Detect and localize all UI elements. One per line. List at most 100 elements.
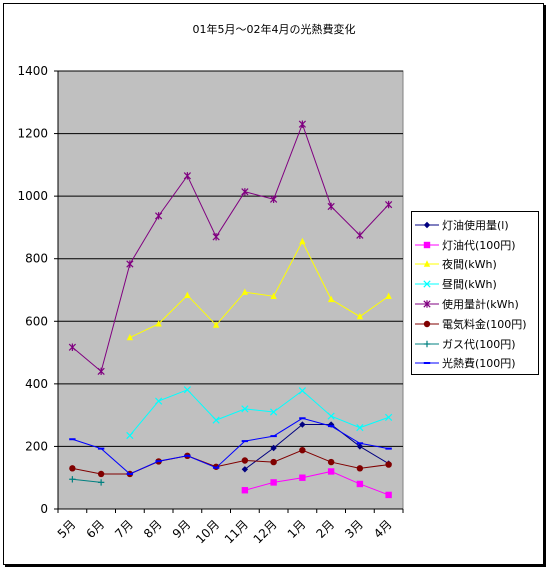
- data-point: [241, 457, 249, 464]
- data-point: [270, 444, 277, 452]
- data-point: [270, 195, 278, 203]
- x-tick-label: 2月: [313, 517, 337, 541]
- legend-item: 灯油使用量(l): [414, 215, 536, 235]
- data-point: [299, 421, 306, 428]
- data-point: [97, 470, 105, 478]
- data-point: [299, 237, 306, 245]
- x-tick-label: 8月: [141, 517, 165, 541]
- data-point: [97, 367, 105, 376]
- legend-key: [415, 221, 439, 229]
- x-tick-label: 12月: [251, 517, 280, 546]
- data-point: [356, 465, 364, 472]
- data-point: [299, 446, 306, 454]
- data-point: [385, 413, 393, 421]
- data-point: [241, 487, 249, 494]
- data-point: [270, 458, 277, 466]
- data-point: [183, 386, 191, 394]
- series-line: [129, 389, 389, 436]
- data-point: [423, 260, 431, 268]
- data-point: [356, 424, 364, 432]
- x-tick-label: 5月: [55, 517, 79, 541]
- series-6: [69, 476, 105, 486]
- data-point: [356, 480, 364, 488]
- legend-label: 灯油代(100円): [442, 238, 516, 252]
- line-chart: 01年5月～02年4月の光熱費変化 0 200 400 600 800 1000 1200 1…: [17, 22, 404, 546]
- series-1: [241, 468, 392, 499]
- series-line: [72, 478, 102, 483]
- y-tick-label: 0: [40, 502, 48, 516]
- series-line: [244, 470, 389, 496]
- data-point: [356, 231, 364, 239]
- data-point: [126, 431, 134, 440]
- y-tick-label: 600: [25, 314, 48, 328]
- legend-label: 昼間(kWh): [442, 278, 497, 292]
- data-point: [270, 292, 277, 299]
- data-point: [385, 491, 392, 499]
- x-tick-label: 10月: [193, 517, 222, 546]
- series-line: [72, 122, 389, 373]
- series-4: [68, 120, 393, 376]
- data-point: [183, 172, 191, 180]
- legend-label: ガス代(100円): [442, 337, 516, 351]
- data-point: [241, 188, 249, 196]
- data-point: [299, 474, 306, 481]
- x-tick-label: 9月: [170, 517, 194, 541]
- series-5: [69, 446, 392, 478]
- legend-label: 使用量計(kWh): [442, 298, 519, 312]
- data-point: [69, 465, 76, 472]
- series-2: [126, 237, 392, 341]
- legend-item: 昼間(kWh): [414, 274, 536, 294]
- legend: 灯油使用量(l) 灯油代(100円) 夜間(kWh) 昼間(kWh) 使用量計(kWh)…: [411, 211, 539, 375]
- legend-key: [415, 241, 439, 248]
- data-point: [327, 412, 335, 420]
- data-point: [241, 405, 249, 413]
- data-point: [423, 280, 431, 288]
- data-point: [126, 260, 134, 268]
- data-point: [241, 288, 249, 295]
- y-tick-label: 200: [25, 439, 48, 453]
- legend-item: 夜間(kWh): [414, 255, 536, 275]
- y-tick-label: 1200: [17, 127, 48, 141]
- data-point: [212, 233, 220, 241]
- y-tick-label: 800: [25, 252, 48, 266]
- data-point: [184, 291, 191, 299]
- x-tick-label: 1月: [285, 517, 309, 541]
- legend-key: [415, 340, 439, 347]
- series-line: [72, 449, 389, 475]
- data-point: [212, 416, 220, 424]
- legend-key: [415, 300, 439, 308]
- x-tick-label: 4月: [371, 517, 395, 541]
- data-point: [155, 397, 163, 405]
- legend-key: [415, 320, 439, 328]
- data-point: [155, 212, 163, 220]
- data-point: [155, 320, 162, 327]
- legend-item: 使用量計(kWh): [414, 294, 536, 314]
- legend-label: 夜間(kWh): [442, 258, 497, 272]
- x-tick-label: 7月: [112, 517, 136, 541]
- legend-label: 灯油使用量(l): [442, 218, 509, 232]
- data-point: [126, 333, 134, 341]
- data-point: [298, 120, 306, 128]
- x-tick-label: 11月: [222, 517, 251, 546]
- data-point: [423, 340, 431, 347]
- chart-frame: 01年5月～02年4月の光熱費変化 0 200 400 600 800 1000 1200 1…: [3, 3, 544, 565]
- legend-item: ガス代(100円): [414, 334, 536, 354]
- series-line: [129, 240, 389, 339]
- data-point: [385, 461, 392, 468]
- legend-label: 光熱費(100円): [442, 357, 516, 371]
- data-point: [270, 479, 277, 486]
- data-point: [298, 387, 306, 395]
- chart-title: 01年5月～02年4月の光熱費変化: [193, 22, 356, 36]
- data-point: [69, 476, 76, 483]
- data-point: [212, 321, 220, 328]
- series-7: [69, 417, 392, 475]
- data-point: [385, 200, 393, 209]
- legend-item: 光熱費(100円): [414, 354, 536, 374]
- data-point: [423, 241, 431, 248]
- series-line: [244, 424, 389, 470]
- plot-area: [57, 70, 404, 510]
- data-point: [423, 221, 431, 229]
- series-3: [126, 386, 393, 440]
- data-point: [327, 295, 335, 303]
- data-point: [241, 466, 249, 473]
